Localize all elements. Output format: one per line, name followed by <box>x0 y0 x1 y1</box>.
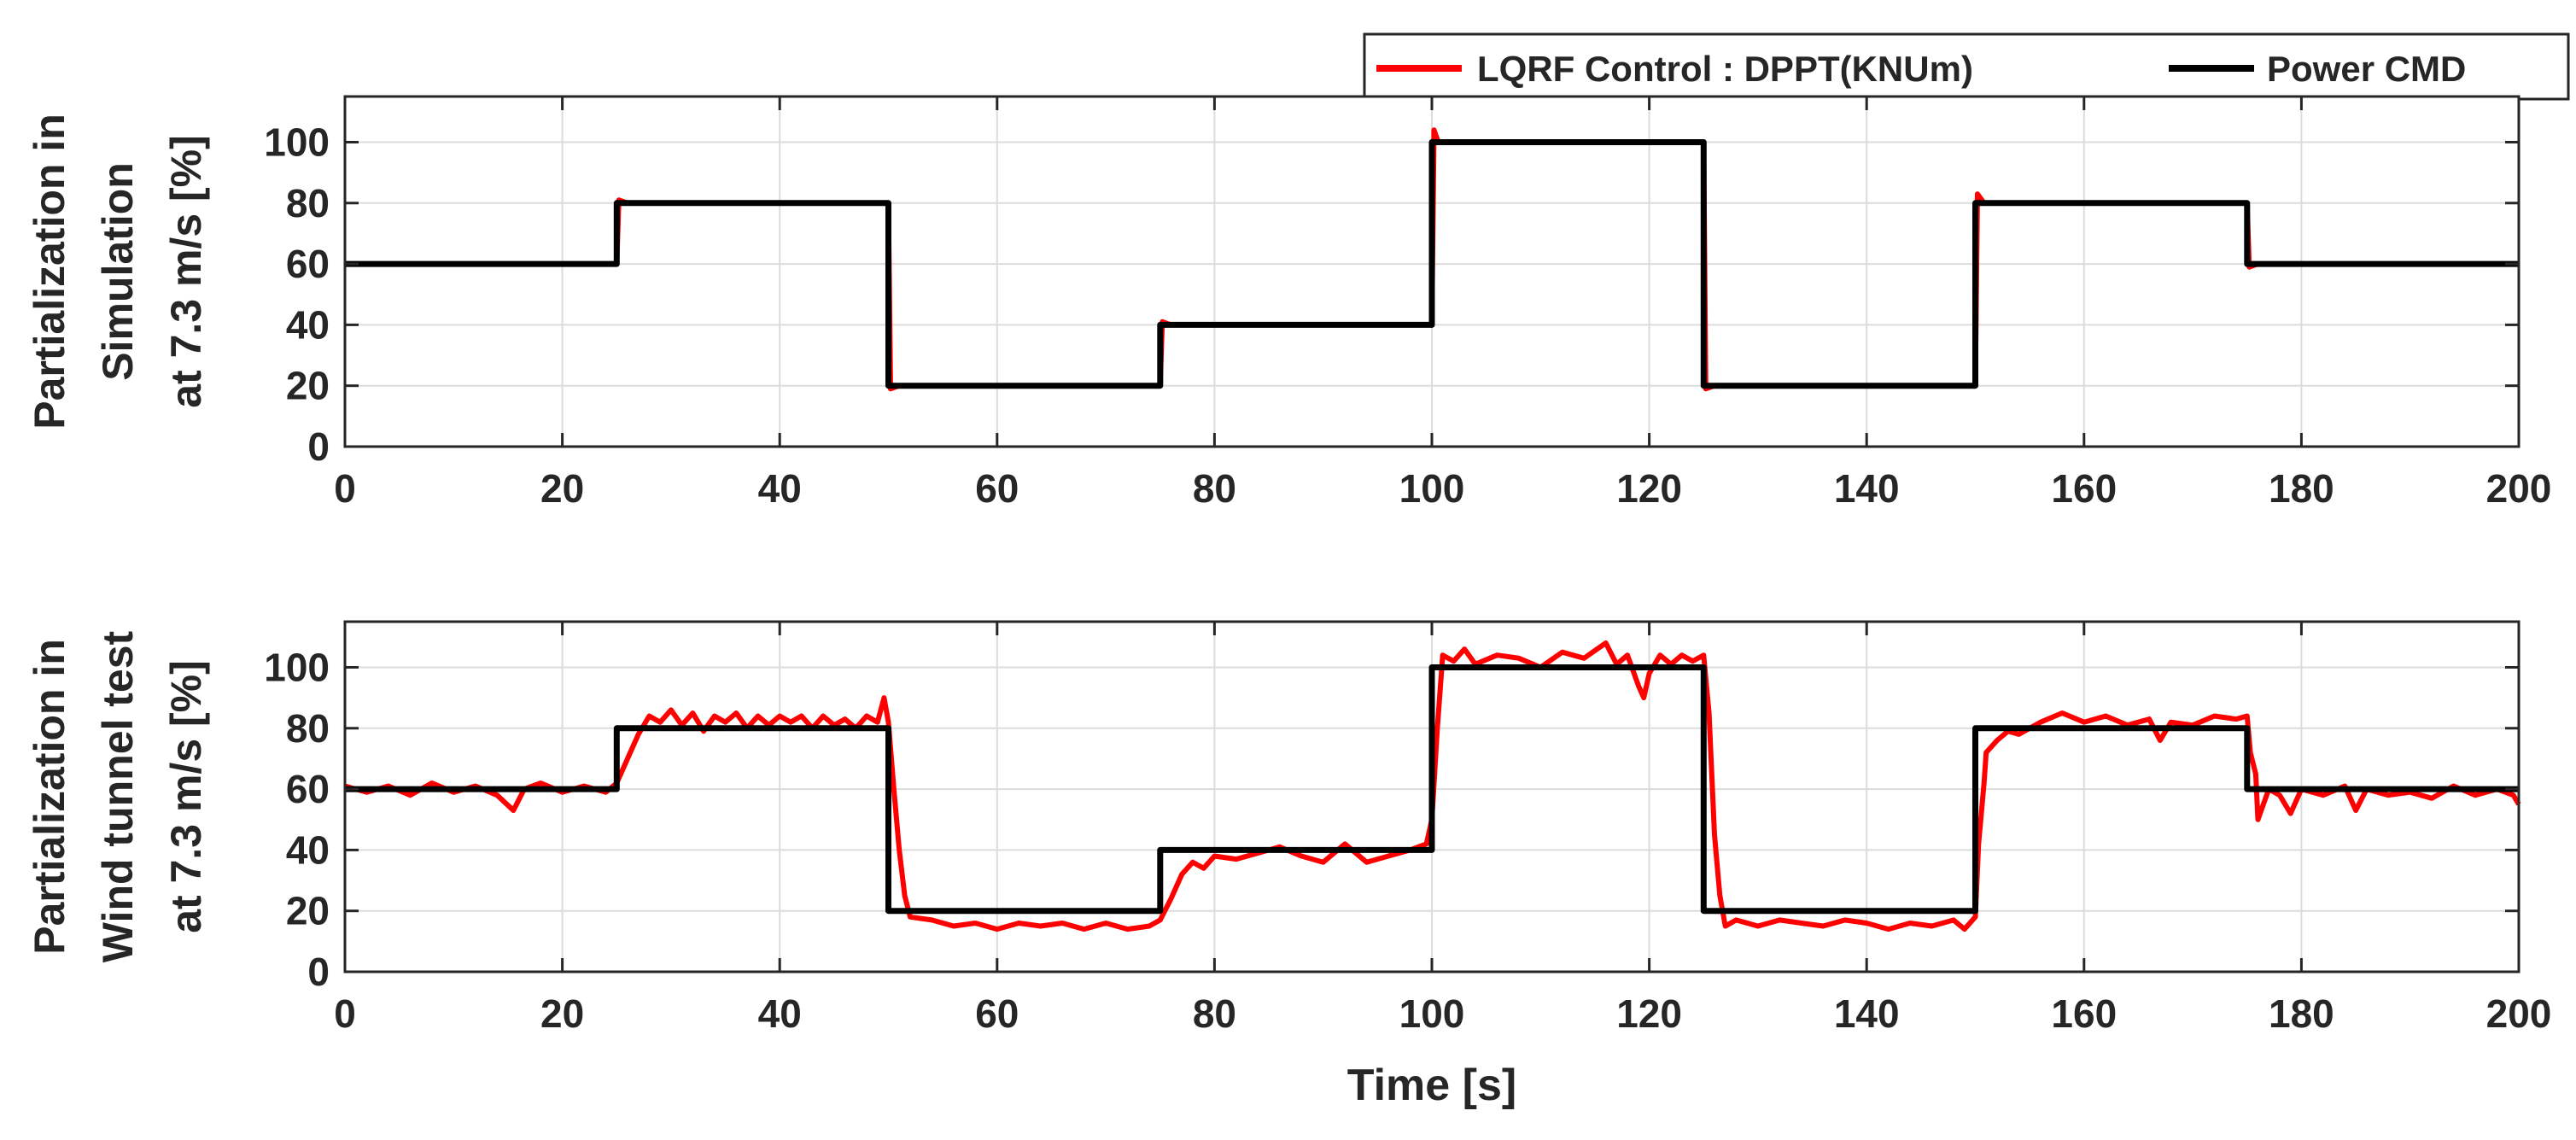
legend-label-power-cmd: Power CMD <box>2267 49 2466 89</box>
legend-box <box>1363 32 2570 101</box>
legend-label-lqrf: LQRF Control : DPPT(KNUm) <box>1477 49 1973 89</box>
y-axis-label-line: Partialization in <box>26 639 73 955</box>
x-tick-label: 0 <box>334 466 356 511</box>
x-tick-label: 100 <box>1399 466 1465 511</box>
x-tick-label: 20 <box>540 466 584 511</box>
y-tick-label: 0 <box>307 950 330 994</box>
y-axis-label-line: Wind tunnel test <box>94 630 142 962</box>
x-tick-label: 180 <box>2269 991 2334 1036</box>
y-tick-label: 20 <box>286 364 330 408</box>
x-tick-label: 40 <box>758 466 802 511</box>
x-tick-label: 180 <box>2269 466 2334 511</box>
x-tick-label: 100 <box>1399 991 1465 1036</box>
x-tick-label: 80 <box>1193 466 1236 511</box>
y-tick-label: 80 <box>286 181 330 225</box>
x-tick-label: 60 <box>975 991 1019 1036</box>
power-cmd-line <box>345 664 2519 915</box>
y-tick-label: 40 <box>286 827 330 872</box>
wind-tunnel-axes: 0 20 40 60 80 100 120 140 160 180 200 0 20 40 60 80 100 P… <box>26 620 2552 1110</box>
y-tick-label: 20 <box>286 889 330 933</box>
x-tick-label: 140 <box>1834 991 1900 1036</box>
simulation-axes: 0 20 40 60 80 100 120 140 160 180 200 0 20 40 60 80 100 P… <box>26 95 2552 511</box>
y-axis-label-line: at 7.3 m/s [%] <box>162 135 210 408</box>
y-axis-label-line: Simulation <box>94 162 142 381</box>
legend: LQRF Control : DPPT(KNUm) Power CMD <box>1363 32 2570 101</box>
y-axis-label-line: at 7.3 m/s [%] <box>162 660 210 933</box>
x-tick-label: 200 <box>2486 466 2552 511</box>
y-tick-label: 60 <box>286 242 330 286</box>
x-tick-label: 40 <box>758 991 802 1036</box>
x-tick-label: 200 <box>2486 991 2552 1036</box>
x-tick-label: 160 <box>2051 991 2117 1036</box>
x-tick-label: 20 <box>540 991 584 1036</box>
x-tick-label: 120 <box>1616 466 1682 511</box>
x-tick-label: 80 <box>1193 991 1236 1036</box>
x-tick-label: 60 <box>975 466 1019 511</box>
y-tick-label: 80 <box>286 706 330 751</box>
x-tick-label: 120 <box>1616 991 1682 1036</box>
x-axis-label: Time [s] <box>1347 1061 1516 1110</box>
y-tick-label: 100 <box>264 645 330 689</box>
x-tick-label: 0 <box>334 991 356 1036</box>
x-tick-label: 140 <box>1834 466 1900 511</box>
y-axis-label-line: Partialization in <box>26 114 73 430</box>
x-tick-label: 160 <box>2051 466 2117 511</box>
power-cmd-line <box>345 139 2519 389</box>
y-tick-label: 40 <box>286 302 330 347</box>
y-tick-label: 100 <box>264 120 330 164</box>
y-tick-label: 60 <box>286 767 330 811</box>
y-tick-label: 0 <box>307 424 330 469</box>
